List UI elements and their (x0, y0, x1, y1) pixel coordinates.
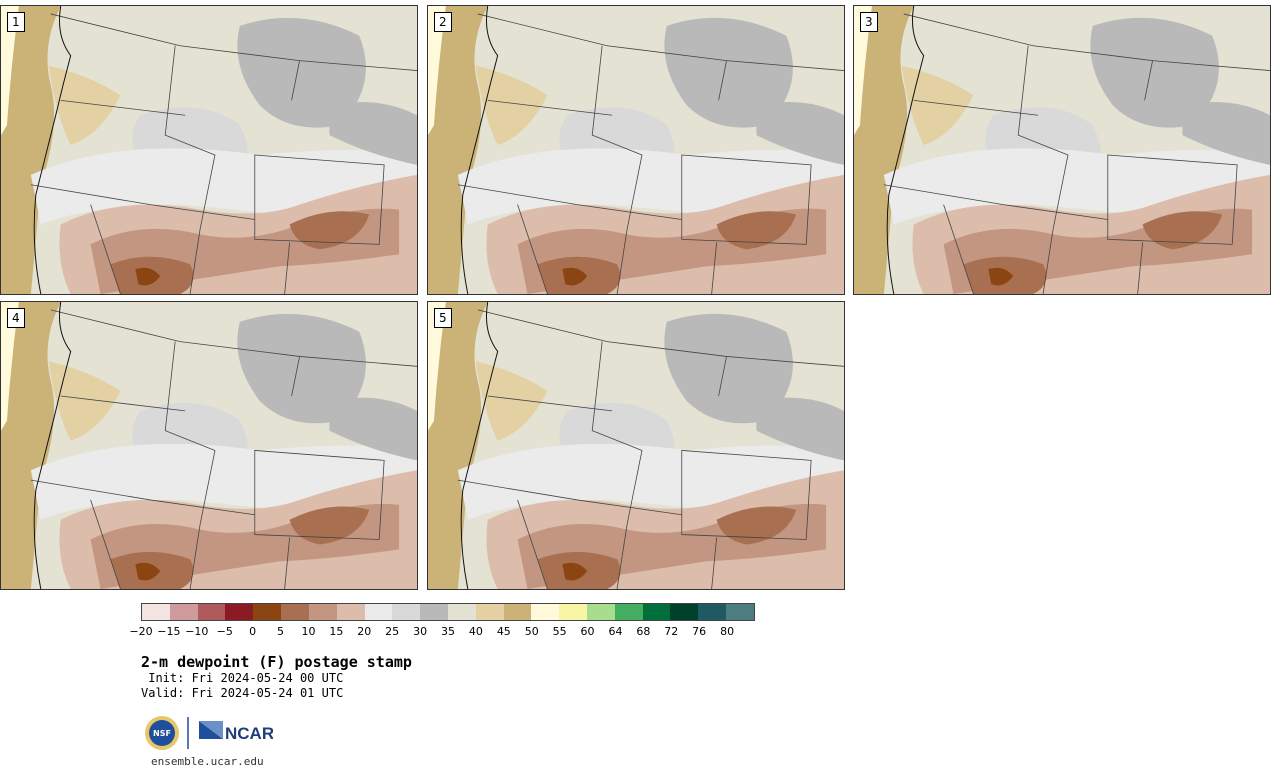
colorbar-tick-label: 20 (357, 625, 372, 638)
colorbar-ticks: −20 −15 −10 −5 0 5 10 15 20 25 30 35 40 45 50 55 60 64 68 7… (129, 625, 755, 639)
colorbar-swatch (253, 604, 282, 620)
colorbar-swatch (531, 604, 560, 620)
colorbar-swatch (587, 604, 615, 620)
dewpoint-map-1 (1, 6, 417, 294)
colorbar-swatch (392, 604, 421, 620)
colorbar-swatch (308, 604, 337, 620)
colorbar-swatch (726, 604, 754, 620)
colorbar-tick-label: 30 (413, 625, 428, 638)
colorbar-tick-label: 25 (385, 625, 400, 638)
colorbar-swatch (642, 604, 671, 620)
colorbar-tick-label: −15 (157, 625, 181, 638)
nsf-logo: NSF (145, 716, 179, 750)
colorbar-tick-label: 72 (664, 625, 679, 638)
colorbar-swatch (336, 604, 365, 620)
colorbar-swatch (281, 604, 309, 620)
panel-label: 3 (860, 12, 878, 32)
colorbar (141, 603, 755, 621)
colorbar-swatch (447, 604, 476, 620)
map-panel-1: 1 (0, 5, 418, 295)
valid-time: Valid: Fri 2024-05-24 01 UTC (141, 686, 344, 700)
colorbar-tick-label: 40 (468, 625, 483, 638)
colorbar-tick-label: 45 (496, 625, 511, 638)
map-panel-3: 3 (853, 5, 1271, 295)
colorbar-tick-label: −20 (129, 625, 153, 638)
colorbar-tick-label: 10 (301, 625, 316, 638)
panel-label: 4 (7, 308, 25, 328)
colorbar-swatch (142, 604, 170, 620)
colorbar-tick-label: 64 (608, 625, 623, 638)
nsf-logo-text: NSF (153, 729, 171, 738)
colorbar-swatch (225, 604, 254, 620)
colorbar-swatch (670, 604, 699, 620)
colorbar-swatch (420, 604, 448, 620)
colorbar-swatch (364, 604, 393, 620)
dewpoint-map-3 (854, 6, 1270, 294)
colorbar-tick-label: 35 (441, 625, 455, 638)
site-url: ensemble.ucar.edu (151, 755, 264, 768)
colorbar-tick-label: 68 (636, 625, 651, 638)
plot-title: 2-m dewpoint (F) postage stamp (141, 653, 412, 671)
dewpoint-map-5 (428, 302, 844, 589)
init-time: Init: Fri 2024-05-24 00 UTC (141, 671, 344, 685)
colorbar-swatch (475, 604, 504, 620)
colorbar-swatch (169, 604, 198, 620)
dewpoint-map-4 (1, 302, 417, 589)
ncar-logo-text: NCAR (225, 724, 273, 743)
colorbar-tick-label: 55 (552, 625, 567, 638)
colorbar-tick-label: 76 (692, 625, 707, 638)
colorbar-tick-label: −5 (216, 625, 233, 638)
colorbar-tick-label: 15 (329, 625, 344, 638)
ncar-logo: NCAR (199, 721, 273, 743)
colorbar-tick-label: −10 (185, 625, 209, 638)
colorbar-swatch (698, 604, 727, 620)
panel-label: 1 (7, 12, 25, 32)
colorbar-tick-label: 50 (524, 625, 539, 638)
colorbar-swatch (559, 604, 587, 620)
colorbar-tick-label: 5 (277, 625, 285, 638)
colorbar-swatch (614, 604, 643, 620)
colorbar-tick-label: 0 (249, 625, 257, 638)
panel-label: 5 (434, 308, 452, 328)
colorbar-swatch (503, 604, 532, 620)
map-panel-2: 2 (427, 5, 845, 295)
logos: NSF NCAR (145, 716, 273, 750)
map-panel-5: 5 (427, 301, 845, 590)
colorbar-tick-label: 60 (580, 625, 595, 638)
dewpoint-map-2 (428, 6, 844, 294)
map-panel-4: 4 (0, 301, 418, 590)
panel-label: 2 (434, 12, 452, 32)
colorbar-tick-label: 80 (720, 625, 735, 638)
colorbar-swatch (197, 604, 226, 620)
